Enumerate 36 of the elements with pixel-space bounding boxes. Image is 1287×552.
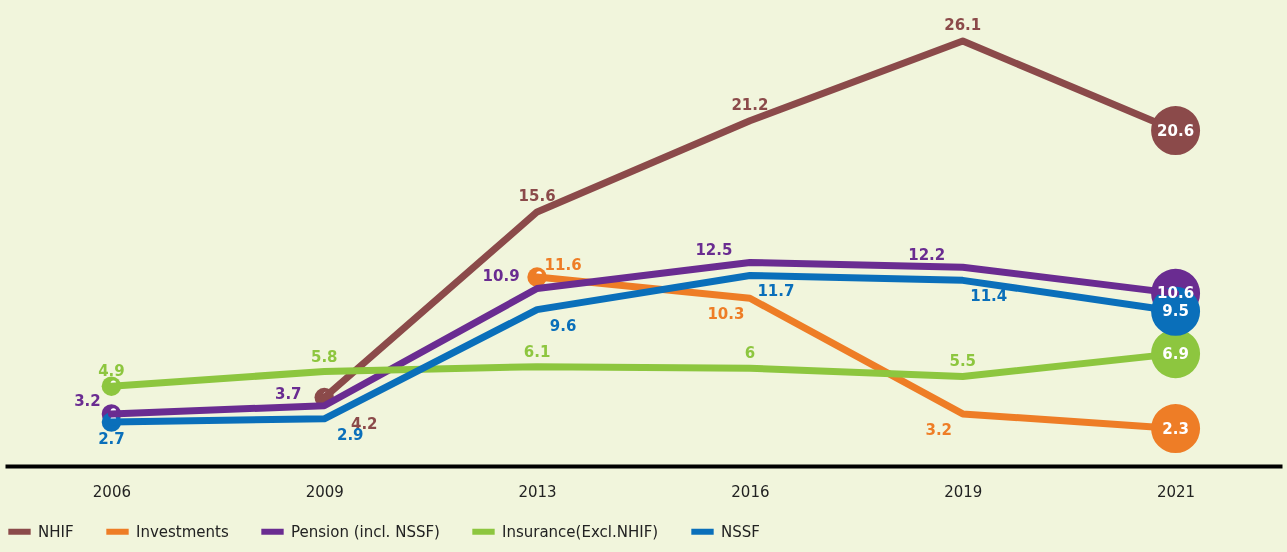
legend-label: Insurance(Excl.NHIF) <box>502 522 659 541</box>
data-label: 9.5 <box>1162 302 1189 321</box>
data-label: 6.9 <box>1162 344 1189 363</box>
data-label: 10.6 <box>1157 284 1195 303</box>
x-tick-label: 2013 <box>518 482 557 501</box>
x-tick-label: 2021 <box>1156 482 1196 501</box>
data-label: 5.5 <box>949 352 977 371</box>
legend-label: NHIF <box>38 522 74 541</box>
data-label: 11.4 <box>970 287 1008 306</box>
data-label: 11.7 <box>757 282 795 301</box>
data-label: 15.6 <box>518 186 556 205</box>
x-tick-label: 2016 <box>731 482 770 501</box>
x-tick-label: 2006 <box>92 482 132 501</box>
legend-label: Pension (incl. NSSF) <box>291 522 440 541</box>
data-label: 2.3 <box>1162 419 1189 438</box>
legend-label: NSSF <box>721 522 760 541</box>
data-label: 6.1 <box>523 342 551 361</box>
data-label: 3.2 <box>74 391 101 410</box>
legend-label: Investments <box>136 522 229 541</box>
data-label: 11.6 <box>544 256 582 275</box>
data-label: 10.3 <box>707 305 745 324</box>
data-label: 21.2 <box>731 95 769 114</box>
data-label: 6 <box>744 344 756 363</box>
data-label: 9.6 <box>549 316 577 335</box>
data-label: 4.9 <box>98 362 125 381</box>
data-label: 20.6 <box>1157 121 1195 140</box>
x-tick-label: 2009 <box>305 482 344 501</box>
data-label: 2.7 <box>98 430 125 449</box>
data-label: 10.9 <box>482 267 520 286</box>
data-label: 26.1 <box>944 15 982 34</box>
x-tick-label: 2019 <box>944 482 983 501</box>
data-label: 12.5 <box>695 241 733 260</box>
data-label: 3.2 <box>925 420 953 439</box>
data-label: 5.8 <box>310 347 338 366</box>
data-label: 12.2 <box>908 246 946 265</box>
data-label: 3.7 <box>274 384 302 403</box>
